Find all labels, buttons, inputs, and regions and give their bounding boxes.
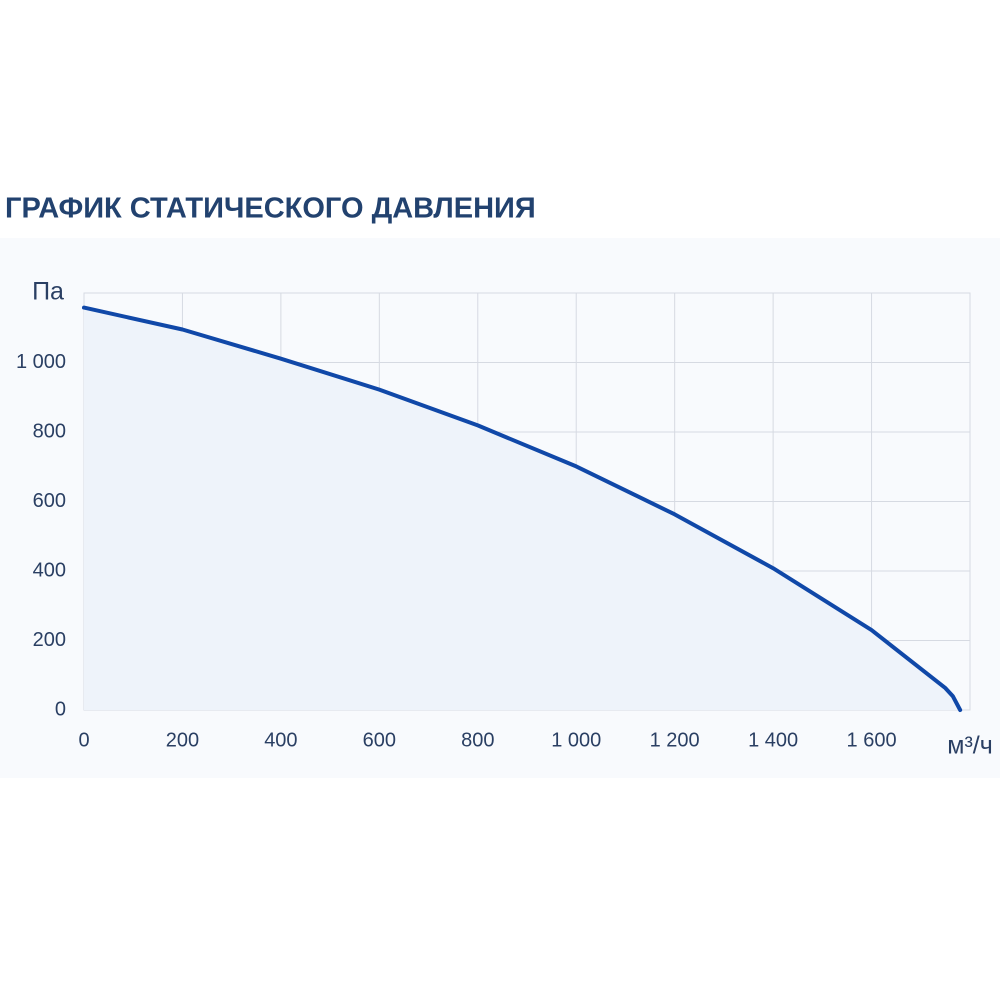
- area: [84, 307, 961, 710]
- x-tick-label: 0: [78, 729, 89, 751]
- y-tick-label: 800: [33, 420, 66, 442]
- x-tick-label: 1 000: [551, 729, 601, 751]
- x-tick-label: 400: [264, 729, 297, 751]
- x-tick-label: 1 200: [650, 729, 700, 751]
- y-tick-label: 400: [33, 559, 66, 581]
- x-tick-label: 200: [166, 729, 199, 751]
- y-axis-label: Па: [32, 278, 64, 306]
- y-tick-label: 600: [33, 490, 66, 512]
- y-tick-label: 200: [33, 629, 66, 651]
- x-tick-label: 1 600: [847, 729, 897, 751]
- y-tick-label: 0: [55, 698, 66, 720]
- chart-title: ГРАФИК СТАТИЧЕСКОГО ДАВЛЕНИЯ: [5, 193, 536, 225]
- line: [82, 305, 963, 712]
- x-tick-label: 1 400: [748, 729, 798, 751]
- y-tick-label: 1 000: [16, 351, 66, 373]
- x-tick-label: 800: [461, 729, 494, 751]
- x-axis-label: м³/ч: [947, 732, 992, 760]
- x-tick-label: 600: [363, 729, 396, 751]
